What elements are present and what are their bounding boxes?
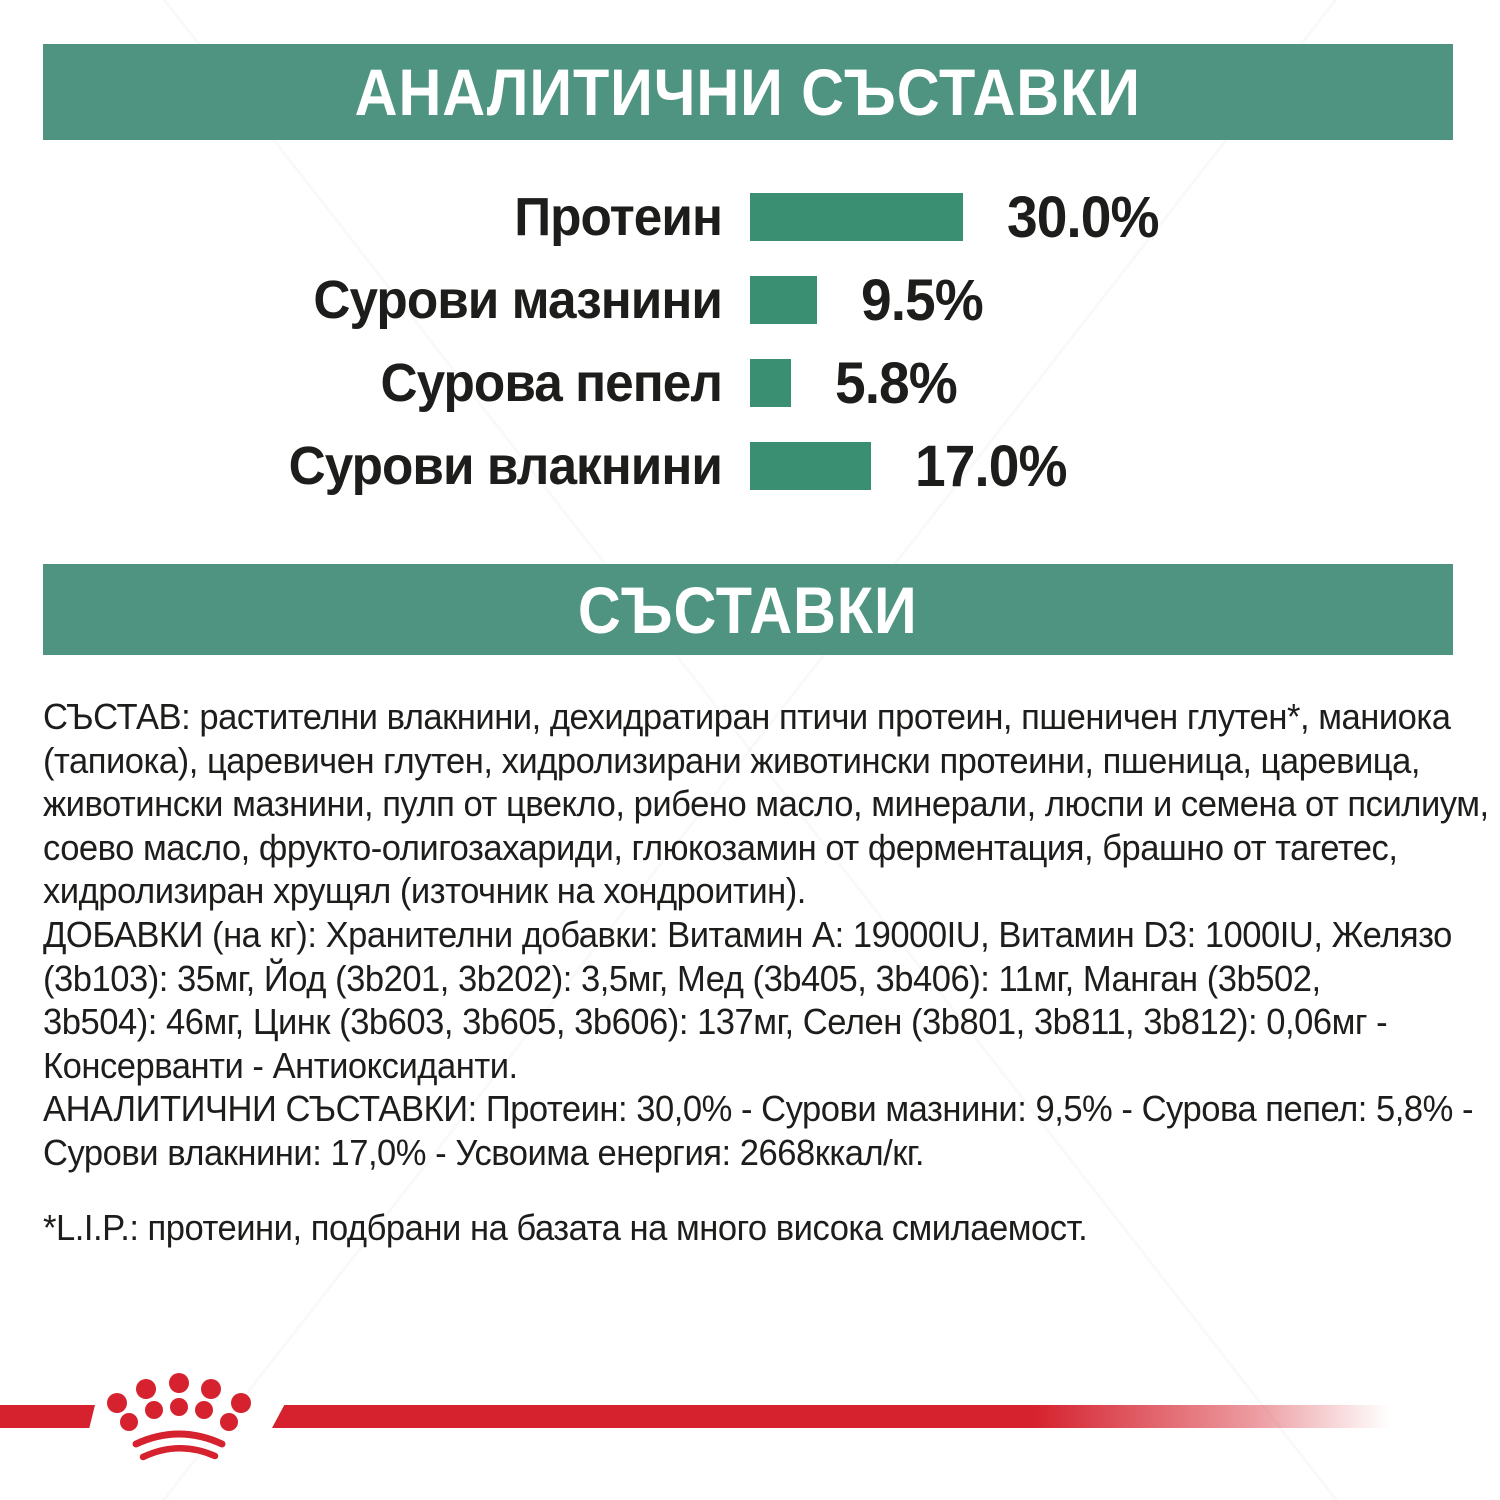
ingredients-text: СЪСТАВ: растителни влакнини, дехидратира…	[43, 696, 1489, 1173]
analytical-constituents-title: АНАЛИТИЧНИ СЪСТАВКИ	[354, 55, 1142, 129]
constituent-row: Сурова пепел 5.8%	[0, 351, 1500, 416]
constituent-label: Сурови влакнини	[288, 436, 723, 496]
analytical-constituents-header-band: АНАЛИТИЧНИ СЪСТАВКИ	[43, 44, 1453, 140]
brand-stripe-right	[272, 1405, 1500, 1428]
constituent-value: 9.5%	[861, 267, 984, 333]
constituent-value: 17.0%	[915, 433, 1067, 499]
constituent-bar	[750, 442, 871, 490]
constituent-label: Сурова пепел	[380, 353, 723, 413]
lip-footnote: *L.I.P.: протеини, подбрани на базата на…	[43, 1207, 1088, 1248]
constituent-bar	[750, 359, 791, 407]
royal-canin-crown-logo	[107, 1373, 251, 1461]
constituent-row: Сурови мазнини 9.5%	[0, 268, 1500, 333]
brand-stripe-left	[0, 1405, 95, 1428]
ingredients-title: СЪСТАВКИ	[578, 572, 918, 647]
constituent-value: 30.0%	[1007, 184, 1159, 250]
analytical-constituents-bar-chart: Протеин 30.0% Сурови мазнини 9.5% Сурова пеп…	[0, 185, 1500, 525]
constituent-row: Сурови влакнини 17.0%	[0, 434, 1500, 499]
ingredients-header-band: СЪСТАВКИ	[43, 564, 1453, 655]
constituent-value: 5.8%	[835, 350, 958, 416]
constituent-row: Протеин 30.0%	[0, 185, 1500, 250]
constituent-bar	[750, 276, 817, 324]
constituent-bar	[750, 193, 963, 241]
constituent-label: Протеин	[514, 187, 723, 247]
constituent-label: Сурови мазнини	[313, 270, 723, 330]
